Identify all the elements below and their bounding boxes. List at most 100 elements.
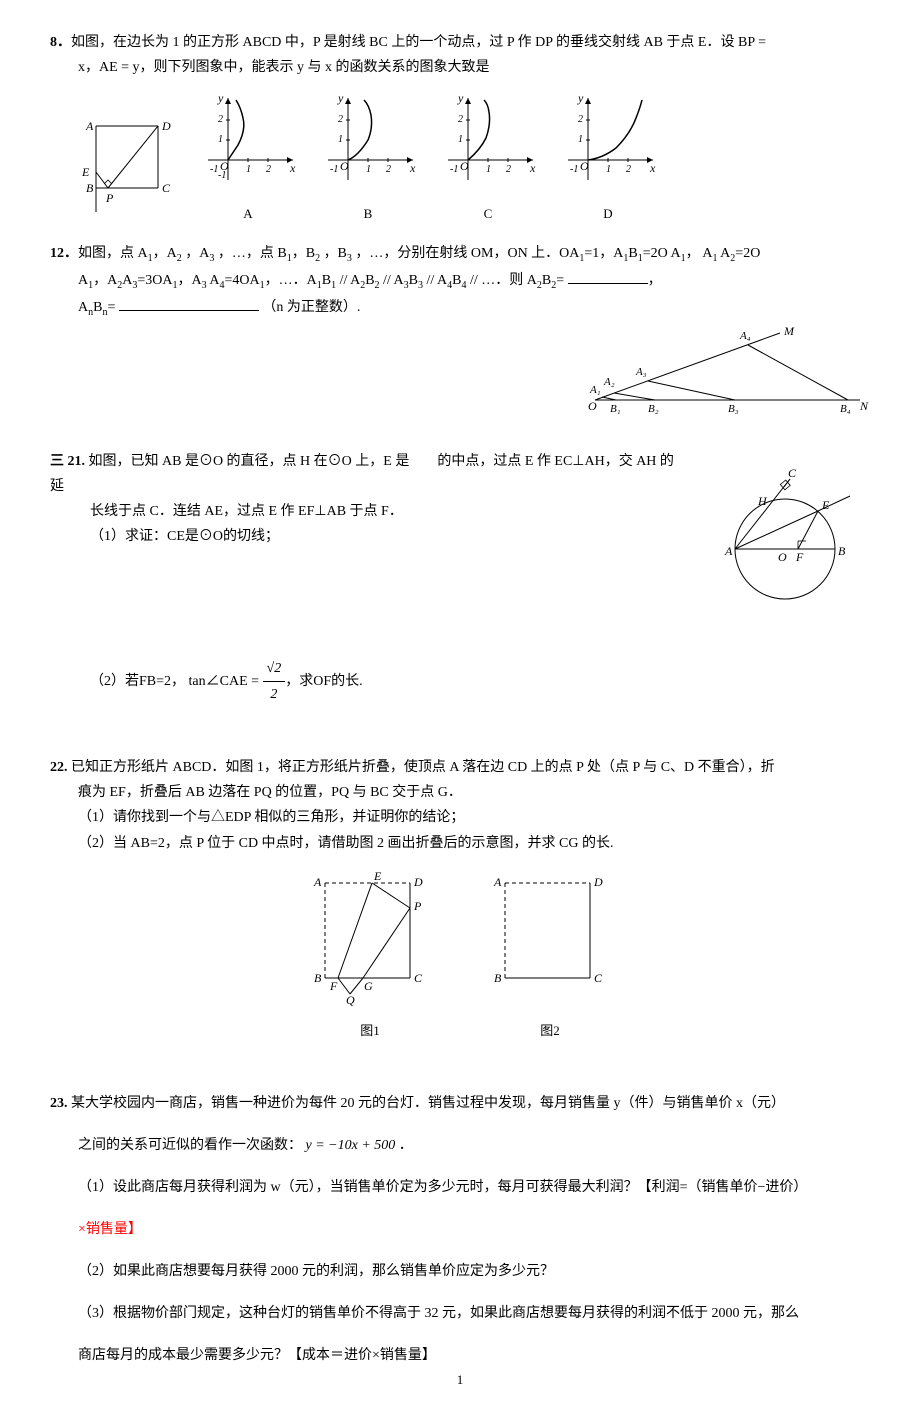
svg-text:2: 2 bbox=[578, 114, 583, 125]
fig1-cap: 图1 bbox=[300, 1019, 440, 1042]
chart-a-svg: O x y -1 1 2 1 2 -1 bbox=[198, 90, 298, 190]
svg-text:-1: -1 bbox=[330, 164, 338, 175]
p12-line3: AnBn= （n 为正整数）. bbox=[50, 295, 870, 322]
p23-q3b: 商店每月的成本最少需要多少元？【成本＝进价×销售量】 bbox=[50, 1342, 870, 1370]
fig2-cap: 图2 bbox=[480, 1019, 620, 1042]
svg-text:N: N bbox=[859, 399, 869, 413]
problem-8: 8．如图，在边长为 1 的正方形 ABCD 中，P 是射线 BC 上的一个动点，… bbox=[50, 30, 870, 225]
opt-a-label: A bbox=[198, 202, 298, 225]
p8-charts: A D E B P C O x y -1 1 2 1 2 bbox=[78, 90, 870, 225]
svg-text:E: E bbox=[821, 498, 830, 512]
p8-line2: x，AE = y，则下列图象中，能表示 y 与 x 的函数关系的图象大致是 bbox=[50, 55, 870, 80]
svg-text:-1: -1 bbox=[570, 164, 578, 175]
svg-text:x: x bbox=[409, 161, 416, 175]
svg-text:2: 2 bbox=[506, 164, 511, 175]
p23-line2: 之间的关系可近似的看作一次函数： y = −10x + 500 ． bbox=[50, 1132, 870, 1160]
svg-text:A: A bbox=[313, 875, 322, 889]
p22-line2: 痕为 EF，折叠后 AB 边落在 PQ 的位置，PQ 与 BC 交于点 G． bbox=[50, 780, 870, 805]
svg-text:A: A bbox=[85, 119, 94, 133]
svg-text:Q: Q bbox=[346, 993, 355, 1007]
svg-text:C: C bbox=[594, 971, 603, 985]
problem-22: 22. 已知正方形纸片 ABCD．如图 1，将正方形纸片折叠，使顶点 A 落在边… bbox=[50, 755, 870, 1042]
p22-fig1: A D B C E P F G Q 图1 bbox=[300, 868, 440, 1043]
svg-text:C: C bbox=[788, 469, 797, 480]
p8-opt-c: O x y -1 1 2 1 2 C bbox=[438, 90, 538, 225]
svg-text:A₄: A₄ bbox=[739, 330, 751, 342]
page-number: 1 bbox=[0, 1372, 920, 1388]
svg-text:1: 1 bbox=[246, 164, 251, 175]
p22-figures: A D B C E P F G Q 图1 A D B C bbox=[50, 868, 870, 1043]
p12-svg: O M N A₁ A₂ A₃ A₄ B₁ B₂ B₃ B₄ bbox=[580, 325, 870, 415]
fig2-svg: A D B C bbox=[480, 868, 620, 1008]
chart-c-svg: O x y -1 1 2 1 2 bbox=[438, 90, 538, 190]
p21-figure: A B O F E H C bbox=[700, 469, 870, 618]
p23-line1: 23. 某大学校园内一商店，销售一种进价为每件 20 元的台灯．销售过程中发现，… bbox=[50, 1090, 870, 1118]
p23-q1b: ×销售量】 bbox=[50, 1216, 870, 1244]
problem-12: 12．如图，点 A1，A2 ，A3 ，…，点 B1，B2 ，B3 ，…，分别在射… bbox=[50, 241, 870, 433]
square-svg: A D E B P C bbox=[78, 116, 178, 216]
svg-text:1: 1 bbox=[578, 134, 583, 145]
svg-text:B: B bbox=[314, 971, 322, 985]
svg-text:y: y bbox=[577, 91, 584, 105]
p8-opt-d: O x y -1 1 2 1 2 D bbox=[558, 90, 658, 225]
svg-text:1: 1 bbox=[366, 164, 371, 175]
svg-text:1: 1 bbox=[486, 164, 491, 175]
svg-text:A₁: A₁ bbox=[589, 384, 601, 396]
svg-text:F: F bbox=[795, 550, 804, 564]
svg-text:1: 1 bbox=[606, 164, 611, 175]
svg-text:E: E bbox=[373, 869, 382, 883]
svg-text:1: 1 bbox=[338, 134, 343, 145]
svg-text:2: 2 bbox=[386, 164, 391, 175]
fig1-svg: A D B C E P F G Q bbox=[300, 868, 440, 1008]
svg-text:E: E bbox=[81, 165, 90, 179]
svg-text:O: O bbox=[460, 159, 469, 173]
svg-text:H: H bbox=[757, 494, 768, 508]
p22-q2: （2）当 AB=2，点 P 位于 CD 中点时，请借助图 2 画出折叠后的示意图… bbox=[50, 831, 870, 856]
svg-text:2: 2 bbox=[218, 114, 223, 125]
svg-text:y: y bbox=[337, 91, 344, 105]
blank-1 bbox=[568, 270, 648, 284]
p8-num: 8． bbox=[50, 35, 71, 50]
svg-text:B: B bbox=[494, 971, 502, 985]
p12-line1: 12．如图，点 A1，A2 ，A3 ，…，点 B1，B2 ，B3 ，…，分别在射… bbox=[50, 241, 870, 268]
svg-text:B₃: B₃ bbox=[728, 403, 739, 415]
svg-text:x: x bbox=[289, 161, 296, 175]
blank-2 bbox=[119, 297, 259, 311]
svg-text:B₄: B₄ bbox=[840, 403, 851, 415]
svg-text:2: 2 bbox=[458, 114, 463, 125]
svg-text:G: G bbox=[364, 979, 373, 993]
p12-figure: O M N A₁ A₂ A₃ A₄ B₁ B₂ B₃ B₄ bbox=[580, 325, 870, 424]
problem-23: 23. 某大学校园内一商店，销售一种进价为每件 20 元的台灯．销售过程中发现，… bbox=[50, 1090, 870, 1370]
svg-text:D: D bbox=[413, 875, 423, 889]
svg-text:M: M bbox=[783, 325, 795, 338]
svg-text:y: y bbox=[457, 91, 464, 105]
svg-text:2: 2 bbox=[626, 164, 631, 175]
p23-q2: （2）如果此商店想要每月获得 2000 元的利润，那么销售单价应定为多少元？ bbox=[50, 1258, 870, 1286]
svg-text:A: A bbox=[493, 875, 502, 889]
svg-text:B: B bbox=[86, 181, 94, 195]
chart-b-svg: O x y -1 1 2 1 2 bbox=[318, 90, 418, 190]
svg-text:B₂: B₂ bbox=[648, 403, 659, 415]
svg-text:P: P bbox=[413, 899, 422, 913]
svg-text:F: F bbox=[329, 979, 338, 993]
chart-d-svg: O x y -1 1 2 1 2 bbox=[558, 90, 658, 190]
svg-text:A₃: A₃ bbox=[635, 366, 647, 378]
opt-b-label: B bbox=[318, 202, 418, 225]
p8-opt-a: O x y -1 1 2 1 2 -1 A bbox=[198, 90, 298, 225]
p8-opt-b: O x y -1 1 2 1 2 B bbox=[318, 90, 418, 225]
svg-text:A₂: A₂ bbox=[603, 376, 615, 388]
svg-text:-1: -1 bbox=[450, 164, 458, 175]
svg-text:-1: -1 bbox=[218, 170, 226, 181]
svg-text:P: P bbox=[105, 191, 114, 205]
svg-text:x: x bbox=[649, 161, 656, 175]
svg-text:x: x bbox=[529, 161, 536, 175]
svg-text:y: y bbox=[217, 91, 224, 105]
p21-q2: （2）若FB=2， tan∠CAE = √22，求OF的长. bbox=[50, 656, 870, 707]
svg-text:1: 1 bbox=[458, 134, 463, 145]
p22-q1: （1）请你找到一个与△EDP 相似的三角形，并证明你的结论； bbox=[50, 805, 870, 830]
svg-text:D: D bbox=[161, 119, 171, 133]
svg-text:O: O bbox=[340, 159, 349, 173]
svg-text:O: O bbox=[588, 399, 597, 413]
p8-line1: 8．如图，在边长为 1 的正方形 ABCD 中，P 是射线 BC 上的一个动点，… bbox=[50, 30, 870, 55]
p23-q3: （3）根据物价部门规定，这种台灯的销售单价不得高于 32 元，如果此商店想要每月… bbox=[50, 1300, 870, 1328]
